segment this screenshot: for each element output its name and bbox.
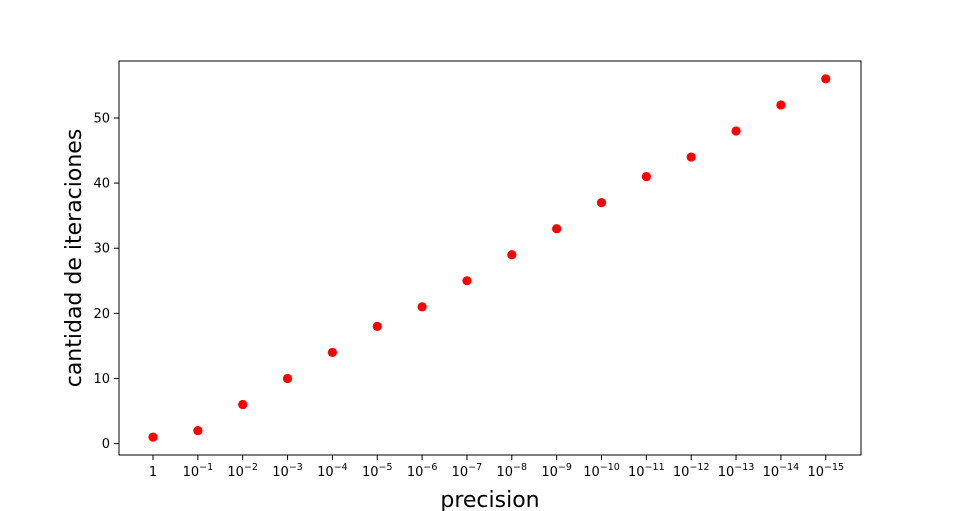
data-point (193, 425, 203, 436)
x-tick-exponent: −11 (645, 462, 665, 473)
plot-background (119, 61, 861, 455)
x-tick-base: 10 (807, 465, 824, 480)
x-axis-title: precision (440, 488, 539, 511)
data-point (238, 399, 248, 410)
x-tick-exponent: −1 (199, 462, 213, 473)
x-tick-label: 10−4 (317, 462, 348, 480)
x-tick-base: 10 (718, 465, 735, 480)
x-tick-label: 10−6 (407, 462, 438, 480)
x-tick-label: 10−10 (583, 462, 620, 480)
x-tick-label: 10−15 (807, 462, 844, 480)
y-tick-label: 0 (102, 437, 110, 452)
x-tick-base: 10 (628, 465, 645, 480)
data-point (417, 302, 427, 312)
x-tick-base: 10 (227, 465, 244, 480)
x-tick-exponent: −12 (689, 462, 709, 473)
x-tick-base: 10 (272, 465, 289, 480)
x-tick-base: 10 (541, 465, 558, 480)
x-tick-exponent: −10 (600, 462, 620, 473)
y-tick-label: 50 (93, 111, 110, 126)
data-point (507, 250, 517, 260)
x-tick-base: 10 (362, 465, 379, 480)
x-tick-base: 10 (407, 465, 424, 480)
data-point (462, 276, 472, 286)
y-tick-label: 10 (93, 372, 110, 387)
x-tick-label: 10−12 (673, 462, 710, 480)
x-tick-exponent: −15 (824, 462, 844, 473)
y-tick-label: 40 (93, 177, 110, 192)
data-points (148, 74, 831, 442)
x-tick-exponent: −14 (779, 462, 799, 473)
x-tick-label: 10−3 (272, 462, 303, 480)
x-tick-base: 10 (183, 465, 200, 480)
x-tick-exponent: −6 (423, 462, 437, 473)
x-tick-exponent: −2 (244, 462, 258, 473)
x-tick-base: 10 (673, 465, 690, 480)
x-tick-exponent: −5 (379, 462, 393, 473)
y-tick-label: 20 (93, 307, 110, 322)
x-tick-label: 10−8 (497, 462, 528, 480)
data-point (596, 198, 607, 208)
plot-frame (118, 60, 862, 456)
x-tick-label: 10−7 (452, 462, 483, 480)
x-tick-label: 10−11 (628, 462, 665, 480)
x-tick-base: 1 (149, 465, 157, 480)
x-tick-label: 10−5 (362, 462, 393, 480)
x-tick-base: 10 (452, 465, 469, 480)
x-tick-label: 10−9 (541, 462, 572, 480)
x-tick-exponent: −3 (289, 462, 303, 473)
x-tick-base: 10 (763, 465, 780, 480)
data-point (641, 171, 651, 182)
data-point (327, 347, 337, 358)
x-tick-label: 1 (149, 465, 157, 480)
x-tick-exponent: −13 (734, 462, 754, 473)
y-tick-label: 30 (93, 242, 110, 257)
data-point (731, 126, 741, 136)
x-tick-base: 10 (317, 465, 334, 480)
x-tick-label: 10−2 (227, 462, 258, 480)
data-point (552, 224, 562, 234)
data-point (776, 100, 786, 110)
x-tick-base: 10 (497, 465, 514, 480)
data-point (372, 321, 382, 331)
x-tick-exponent: −9 (558, 462, 572, 473)
x-tick-label: 10−13 (718, 462, 755, 480)
data-point (686, 152, 696, 162)
data-point (821, 74, 831, 84)
x-tick-base: 10 (583, 465, 600, 480)
data-point (282, 373, 293, 384)
y-axis-title: cantidad de iteraciones (62, 129, 87, 388)
x-tick-label: 10−14 (763, 462, 800, 480)
data-point (148, 432, 158, 442)
x-tick-exponent: −4 (334, 462, 348, 473)
x-tick-exponent: −8 (513, 462, 527, 473)
x-tick-exponent: −7 (468, 462, 482, 473)
x-tick-label: 10−1 (183, 462, 214, 480)
